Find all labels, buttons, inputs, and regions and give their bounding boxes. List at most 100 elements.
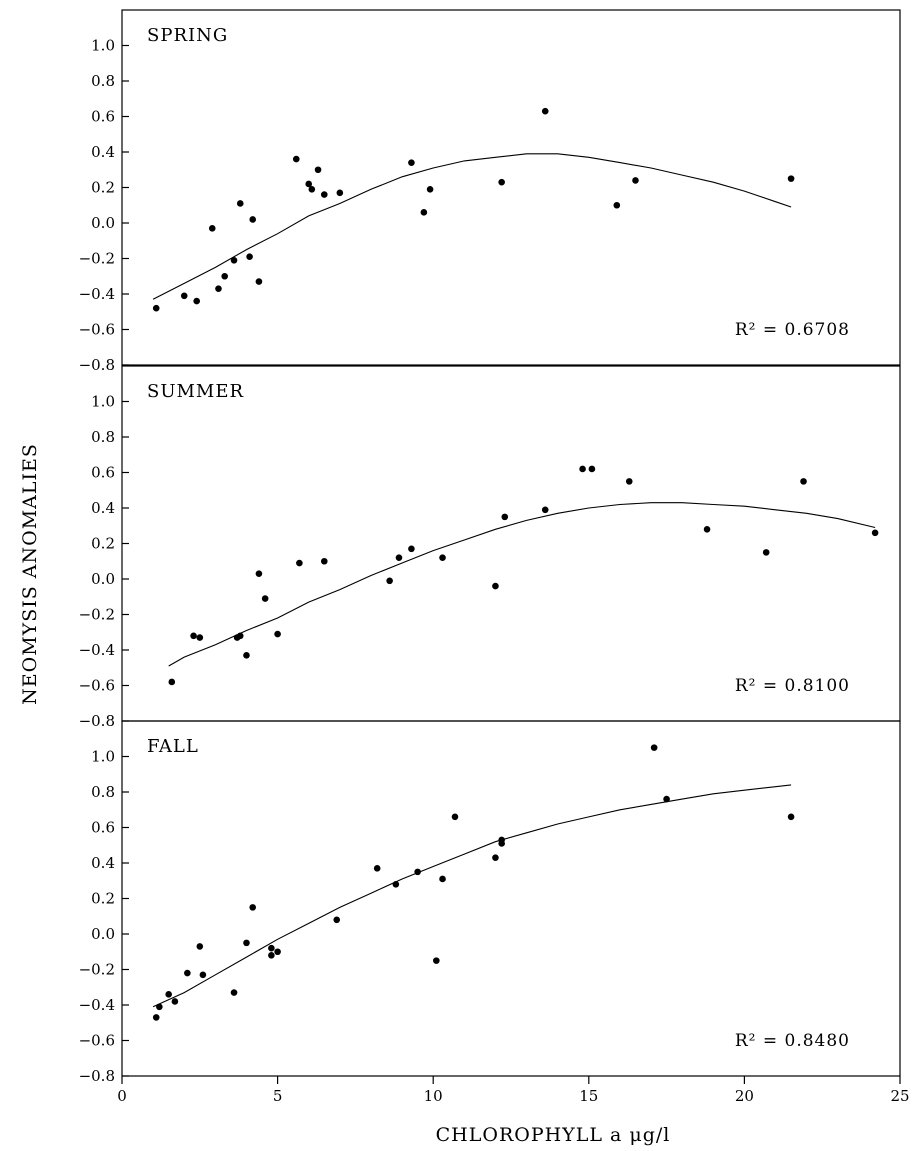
- data-point-spring: [152, 304, 160, 312]
- data-point-spring: [420, 209, 428, 216]
- data-point-spring: [498, 178, 505, 186]
- data-point-spring: [193, 297, 200, 305]
- data-point-spring: [308, 185, 316, 193]
- y-tick-label-summer: −0.8: [79, 712, 115, 730]
- data-point-summer: [243, 652, 250, 659]
- data-point-fall: [268, 944, 275, 952]
- panel-frame-fall: [121, 720, 901, 1077]
- data-point-spring: [632, 177, 639, 184]
- data-point-summer: [395, 554, 403, 561]
- data-point-fall: [498, 836, 505, 844]
- data-point-fall: [433, 957, 440, 964]
- data-point-summer: [492, 582, 499, 590]
- data-point-summer: [501, 513, 509, 521]
- data-point-summer: [408, 545, 415, 553]
- data-point-spring: [787, 175, 795, 182]
- y-tick-label-summer: 0.2: [91, 535, 115, 553]
- data-point-summer: [386, 577, 393, 585]
- data-point-fall: [333, 916, 341, 924]
- panel-fall: −0.8 −0.6 −0.4 −0.2 0.0 0.2 0.4 0.6 0.8 1.0 FALL R²…: [79, 720, 901, 1085]
- data-point-summer: [579, 465, 586, 473]
- y-tick-label-spring: 0.2: [91, 179, 115, 197]
- y-axis-title: NEOMYSIS ANOMALIES: [19, 443, 41, 705]
- panel-spring: −0.8 −0.6 −0.4 −0.2 0.0 0.2 0.4 0.6 0.8 1.0 SPRING…: [79, 9, 901, 374]
- data-point-fall: [274, 948, 281, 956]
- data-point-summer: [625, 478, 633, 485]
- y-tick-label-summer: −0.6: [79, 677, 115, 695]
- y-tick-label-spring: −0.4: [79, 285, 115, 303]
- data-point-fall: [184, 969, 191, 977]
- y-tick-label-spring: 0.4: [91, 143, 115, 161]
- data-point-spring: [613, 201, 621, 209]
- y-tick-label-summer: 0.0: [91, 570, 115, 588]
- x-tick-label: 15: [579, 1087, 598, 1105]
- fit-curve-spring: [152, 153, 792, 300]
- data-point-fall: [199, 971, 207, 979]
- panel-title-summer: SUMMER: [147, 381, 244, 402]
- y-tick-label-spring: −0.8: [79, 356, 115, 374]
- x-axis-layer: 0 5 10 15 20 25: [117, 1076, 910, 1105]
- y-tick-label-fall: 0.4: [91, 854, 115, 872]
- y-tick-label-summer: 0.6: [91, 464, 115, 482]
- y-tick-label-fall: 1.0: [91, 748, 115, 766]
- data-point-fall: [373, 865, 381, 872]
- panel-title-fall: FALL: [147, 736, 199, 757]
- data-point-summer: [190, 632, 197, 640]
- data-point-spring: [255, 278, 263, 285]
- data-point-spring: [541, 107, 549, 115]
- data-point-spring: [246, 253, 253, 261]
- y-tick-label-spring: −0.6: [79, 321, 115, 339]
- y-tick-label-fall: 0.8: [91, 783, 115, 801]
- data-point-summer: [196, 634, 204, 641]
- data-point-summer: [274, 630, 281, 638]
- data-point-spring: [215, 285, 222, 292]
- y-tick-label-fall: 0.2: [91, 890, 115, 908]
- panel-title-spring: SPRING: [147, 25, 228, 46]
- y-tick-label-fall: −0.8: [79, 1067, 115, 1085]
- data-point-spring: [230, 256, 238, 264]
- fit-curve-fall: [152, 784, 792, 1008]
- data-point-summer: [261, 595, 269, 602]
- y-tick-label-spring: −0.2: [79, 250, 115, 268]
- data-point-spring: [426, 185, 434, 193]
- x-tick-label: 20: [735, 1087, 754, 1105]
- y-tick-label-summer: −0.4: [79, 641, 115, 659]
- data-point-fall: [171, 998, 179, 1005]
- y-tick-label-summer: 0.8: [91, 428, 115, 446]
- data-point-summer: [439, 554, 446, 561]
- x-axis-title: CHLOROPHYLL a μg/l: [436, 1124, 671, 1146]
- y-tick-label-summer: 0.4: [91, 499, 115, 517]
- data-point-summer: [871, 529, 879, 537]
- data-point-spring: [180, 292, 188, 300]
- data-point-fall: [196, 943, 204, 950]
- data-point-summer: [296, 559, 303, 567]
- data-point-fall: [439, 875, 446, 883]
- data-point-summer: [236, 632, 244, 640]
- y-tick-label-spring: 0.0: [91, 214, 115, 232]
- data-point-fall: [156, 1003, 163, 1011]
- y-tick-label-spring: 1.0: [91, 37, 115, 55]
- r2-label-spring: R² = 0.6708: [735, 320, 850, 340]
- data-point-fall: [268, 952, 275, 959]
- data-point-fall: [650, 744, 658, 751]
- data-point-fall: [165, 991, 172, 998]
- data-point-fall: [787, 813, 795, 821]
- data-point-fall: [152, 1014, 160, 1021]
- r2-label-fall: R² = 0.8480: [735, 1031, 850, 1051]
- x-tick-label: 25: [890, 1087, 909, 1105]
- y-tick-label-summer: 1.0: [91, 393, 115, 411]
- data-point-spring: [236, 200, 244, 207]
- data-point-spring: [292, 155, 300, 163]
- y-tick-label-summer: −0.2: [79, 606, 115, 624]
- panel-frame-spring: [121, 9, 901, 366]
- r2-label-summer: R² = 0.8100: [735, 676, 850, 696]
- data-point-spring: [336, 189, 344, 197]
- panels-layer: −0.8 −0.6 −0.4 −0.2 0.0 0.2 0.4 0.6 0.8 1.0 SPRING…: [79, 9, 901, 1085]
- data-point-summer: [588, 465, 596, 473]
- data-point-summer: [255, 570, 263, 577]
- panel-summer: −0.8 −0.6 −0.4 −0.2 0.0 0.2 0.4 0.6 0.8 1.0 SUMMER…: [79, 365, 901, 730]
- data-point-spring: [408, 159, 415, 166]
- data-point-summer: [762, 549, 770, 556]
